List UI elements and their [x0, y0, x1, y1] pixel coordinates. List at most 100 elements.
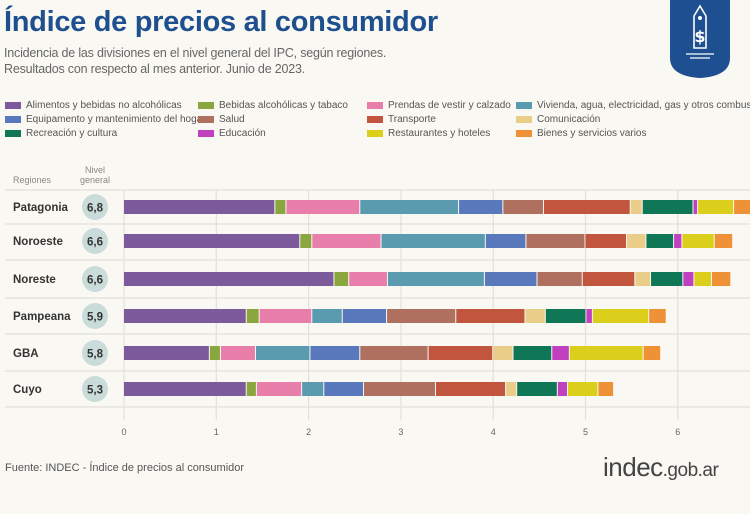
bar-segment	[693, 200, 698, 214]
region-label: Patagonia	[13, 202, 69, 214]
bar-segment	[300, 234, 312, 248]
legend-swatch	[516, 102, 532, 109]
bar-segment	[387, 272, 484, 286]
bar-segment	[694, 272, 711, 286]
bar-segment	[255, 346, 310, 360]
total-badge	[82, 340, 108, 366]
total-badge	[82, 228, 108, 254]
x-tick-label: 0	[121, 427, 126, 437]
region-label: Pampeana	[13, 311, 71, 323]
legend-swatch	[516, 116, 532, 123]
legend-swatch	[198, 116, 214, 123]
legend-label: Vivienda, agua, electricidad, gas y otro…	[537, 100, 750, 111]
bar-segment	[456, 309, 525, 323]
bar-segment	[312, 309, 342, 323]
bar-segment	[545, 309, 586, 323]
bar-segment	[485, 234, 526, 248]
legend-label: Comunicación	[537, 114, 601, 125]
bar-segment	[642, 200, 693, 214]
bar-segment	[569, 346, 643, 360]
total-header: general	[80, 175, 110, 185]
legend-swatch	[367, 116, 383, 123]
bar-segment	[592, 309, 649, 323]
bar-segment	[674, 234, 682, 248]
bar-segment	[503, 200, 543, 214]
legend-item: Recreación y cultura	[5, 128, 117, 139]
bar-segment	[381, 234, 485, 248]
price-tag-dollar-icon: $	[670, 0, 730, 78]
total-value: 5,8	[87, 349, 104, 361]
bar-segment	[586, 309, 592, 323]
bar-segment	[630, 200, 642, 214]
bar-segment	[714, 234, 733, 248]
bar-segment	[635, 272, 651, 286]
bar-segment	[734, 200, 750, 214]
bar-segment	[275, 200, 286, 214]
region-label: Noroeste	[13, 236, 63, 248]
bar-segment	[711, 272, 731, 286]
legend-swatch	[198, 102, 214, 109]
bar-segment	[698, 200, 734, 214]
bar-segment	[493, 346, 513, 360]
bar-segment	[324, 382, 363, 396]
bar-segment	[286, 200, 360, 214]
bar-segment	[363, 382, 435, 396]
legend-label: Transporte	[388, 114, 436, 125]
total-value: 5,9	[87, 312, 103, 324]
legend-item: Comunicación	[516, 114, 600, 125]
bar-segment	[537, 272, 582, 286]
bar-segment	[124, 346, 209, 360]
bar-segment	[627, 234, 646, 248]
legend-label: Prendas de vestir y calzado	[388, 100, 511, 111]
bar-segment	[302, 382, 324, 396]
region-label: GBA	[13, 348, 39, 360]
bar-segment	[646, 234, 674, 248]
legend-label: Bienes y servicios varios	[537, 128, 647, 139]
bar-segment	[517, 382, 557, 396]
x-tick-label: 1	[214, 427, 219, 437]
bar-segment	[124, 200, 275, 214]
legend-swatch	[367, 102, 383, 109]
indec-logo: indec.gob.ar	[603, 452, 719, 483]
bar-segment	[682, 234, 714, 248]
svg-text:$: $	[694, 27, 705, 46]
total-value: 6,6	[87, 237, 103, 249]
bar-segment	[246, 309, 259, 323]
x-tick-label: 3	[398, 427, 403, 437]
total-value: 6,6	[87, 275, 103, 287]
bar-segment	[246, 382, 256, 396]
total-badge	[82, 194, 108, 220]
total-value: 5,3	[87, 385, 103, 397]
bar-segment	[582, 272, 635, 286]
legend-item: Equipamento y mantenimiento del hogar	[5, 114, 206, 125]
bar-segment	[124, 309, 246, 323]
bar-segment	[649, 309, 666, 323]
bar-segment	[585, 234, 627, 248]
legend-label: Educación	[219, 128, 266, 139]
bar-segment	[525, 309, 545, 323]
bar-segment	[567, 382, 598, 396]
legend-item: Restaurantes y hoteles	[367, 128, 490, 139]
bar-segment	[124, 272, 334, 286]
legend-item: Educación	[198, 128, 266, 139]
subtitle-line-2: Resultados con respecto al mes anterior.…	[4, 62, 305, 76]
x-tick-label: 2	[306, 427, 311, 437]
bar-segment	[651, 272, 683, 286]
bar-segment	[526, 234, 585, 248]
source-note: Fuente: INDEC - Índice de precios al con…	[5, 462, 245, 474]
bar-segment	[360, 200, 459, 214]
bar-segment	[360, 346, 428, 360]
bar-segment	[506, 382, 517, 396]
bar-segment	[683, 272, 694, 286]
bar-segment	[513, 346, 552, 360]
legend-swatch	[198, 130, 214, 137]
total-badge	[82, 376, 108, 402]
legend-swatch	[5, 102, 21, 109]
row-header: Regiones	[13, 175, 52, 185]
bar-segment	[310, 346, 360, 360]
legend-swatch	[367, 130, 383, 137]
brand-main: indec	[603, 452, 663, 482]
subtitle-line-1: Incidencia de las divisiones en el nivel…	[4, 46, 387, 60]
region-label: Cuyo	[13, 384, 42, 396]
bar-segment	[598, 382, 614, 396]
